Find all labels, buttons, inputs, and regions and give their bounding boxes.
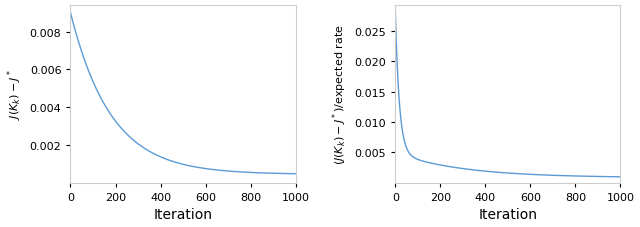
Y-axis label: $(J(K_k) - J^*)/\mathrm{expected\ rate}$: $(J(K_k) - J^*)/\mathrm{expected\ rate}$ <box>330 24 349 164</box>
Y-axis label: $J(K_k) - J^*$: $J(K_k) - J^*$ <box>6 69 24 120</box>
X-axis label: Iteration: Iteration <box>478 207 538 222</box>
X-axis label: Iteration: Iteration <box>154 207 212 222</box>
